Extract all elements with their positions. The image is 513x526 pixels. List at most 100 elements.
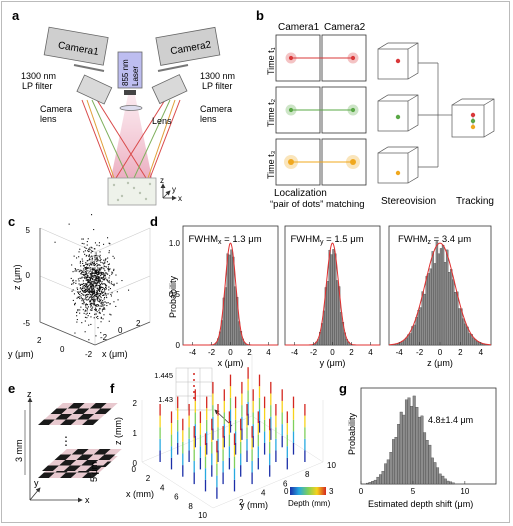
c-point	[82, 286, 84, 288]
c-point	[90, 285, 92, 287]
c-point	[88, 285, 90, 287]
c-point	[76, 257, 78, 259]
c-point	[95, 282, 97, 284]
c-point	[100, 303, 102, 305]
c-point	[54, 241, 56, 243]
c-ztick-0: 0	[26, 271, 31, 280]
c-point	[97, 327, 99, 329]
b-row-label: Time t₃	[266, 150, 276, 179]
c-point	[100, 277, 102, 279]
c-point	[94, 259, 96, 261]
c-point	[101, 266, 103, 268]
c-point	[99, 269, 101, 271]
c-point	[104, 301, 106, 303]
f-ytick-label: 4	[261, 489, 266, 498]
c-point	[99, 284, 101, 286]
c-point	[94, 255, 96, 257]
c-point	[93, 261, 95, 263]
d-hist-bar	[448, 272, 451, 346]
c-point	[100, 259, 102, 261]
c-point	[105, 286, 107, 288]
c-point	[76, 319, 78, 321]
c-point	[83, 303, 85, 305]
lp-filter-right-line1: 1300 nm	[200, 71, 235, 81]
c-point	[88, 298, 90, 300]
c-point	[85, 285, 87, 287]
d-hist-bar	[452, 279, 455, 346]
c-point	[98, 281, 100, 283]
c-point	[91, 289, 93, 291]
c-point	[113, 283, 115, 285]
c-point	[79, 284, 81, 286]
b-stereo-point	[395, 114, 401, 120]
c-point	[94, 280, 96, 282]
g-hist-bar	[420, 415, 424, 485]
c-point	[105, 277, 107, 279]
c-point	[105, 287, 107, 289]
f-ytick-label: 8	[305, 470, 310, 479]
c-point	[109, 282, 111, 284]
c-point	[74, 302, 76, 304]
c-point	[85, 291, 87, 293]
c-point	[95, 280, 97, 282]
b-track-point	[470, 112, 476, 118]
c-point	[104, 304, 106, 306]
c-point	[87, 280, 89, 282]
g-hist-bar	[443, 478, 447, 485]
c-point	[109, 288, 111, 290]
c-point	[85, 262, 87, 264]
c-point	[97, 274, 99, 276]
b-row-label: Time t₁	[266, 47, 276, 75]
c-point	[91, 277, 93, 279]
b-dot	[288, 159, 294, 165]
c-point	[86, 283, 88, 285]
c-point	[85, 286, 87, 288]
c-point	[88, 277, 90, 279]
c-point	[82, 290, 84, 292]
c-point	[90, 246, 92, 248]
f-inset-box	[175, 367, 213, 411]
c-point	[91, 250, 93, 252]
e-height-label: 3 mm	[14, 440, 24, 463]
panel-letter-e: e	[8, 381, 15, 396]
c-point	[103, 274, 105, 276]
d-xtick-label: -4	[189, 348, 197, 357]
c-point	[88, 259, 90, 261]
c-point	[99, 256, 101, 258]
c-point	[72, 280, 74, 282]
c-point	[92, 278, 94, 280]
c-point	[113, 268, 115, 270]
f-cbar-tick-3: 3	[329, 487, 334, 496]
c-point	[85, 263, 87, 265]
c-point	[99, 294, 101, 296]
c-point	[92, 250, 94, 252]
c-point	[77, 269, 79, 271]
c-point	[111, 281, 113, 283]
d-gaussian-fit	[183, 242, 278, 346]
c-point	[85, 267, 87, 269]
axis-y-label: y	[172, 185, 176, 194]
d-ytick-label: 0.5	[169, 290, 181, 299]
f-inset-points	[193, 373, 195, 399]
c-point	[71, 290, 73, 292]
c-point	[90, 303, 92, 305]
c-point	[108, 250, 110, 252]
c-point	[94, 304, 96, 306]
c-point	[104, 297, 106, 299]
c-point	[101, 305, 103, 307]
panel-letter-d: d	[150, 214, 158, 229]
c-point	[98, 289, 100, 291]
c-point	[92, 284, 94, 286]
c-point	[90, 282, 92, 284]
c-point	[105, 293, 107, 295]
c-point	[96, 285, 98, 287]
c-point	[101, 289, 103, 291]
c-point	[106, 279, 108, 281]
c-point	[102, 300, 104, 302]
c-point	[90, 263, 92, 265]
c-point	[92, 296, 94, 298]
c-point	[89, 258, 91, 260]
c-point	[103, 294, 105, 296]
c-point	[85, 272, 87, 274]
c-point	[106, 285, 108, 287]
